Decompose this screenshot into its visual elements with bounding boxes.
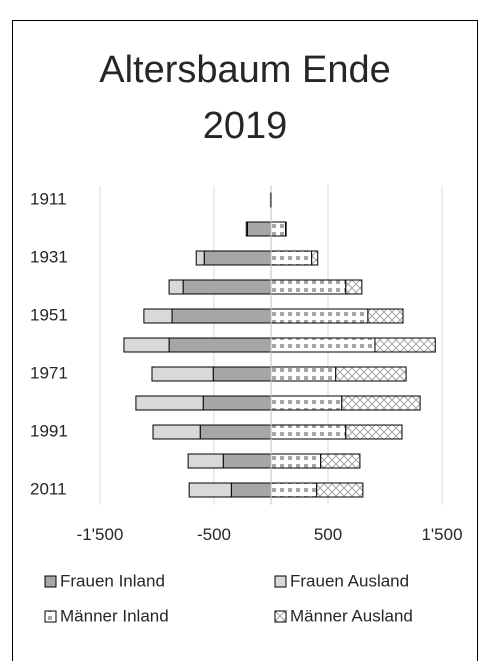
bar [345,279,363,295]
y-tick-label: 1991 [30,421,68,440]
bar [143,308,173,324]
legend-label: Frauen Ausland [290,571,409,590]
x-tick-label: -1'500 [77,525,124,544]
legend-swatch [44,575,57,588]
bar [152,424,201,440]
x-tick-label: -500 [197,525,231,544]
bar [285,221,287,237]
bar [222,453,272,469]
bar [270,250,313,266]
bar [270,308,369,324]
bar [270,395,343,411]
bar [182,279,272,295]
bar [270,424,347,440]
legend-swatch [274,610,287,623]
bar [270,279,347,295]
bar [341,395,421,411]
bar [135,395,204,411]
legend-label: Frauen Inland [60,571,165,590]
bar [171,308,272,324]
bar [188,482,232,498]
bar [367,308,404,324]
chart-border [12,20,478,661]
bar [199,424,272,440]
bar [212,366,272,382]
bar [195,250,205,266]
legend-label: Männer Inland [60,606,169,625]
y-tick-label: 1971 [30,363,68,382]
bar [345,424,403,440]
bar [246,221,272,237]
bar [270,366,337,382]
bar [270,337,376,353]
bar [270,221,287,237]
bar [335,366,407,382]
bar [230,482,272,498]
x-tick-label: 1'500 [421,525,462,544]
bar [270,453,322,469]
y-tick-label: 2011 [30,479,67,498]
bar [374,337,436,353]
chart-title: Altersbaum Ende 2019 [99,49,391,147]
legend-label: Männer Ausland [290,606,413,625]
bar [270,482,318,498]
legend-swatch [274,575,287,588]
legend-swatch [44,610,57,623]
y-tick-label: 1951 [30,305,68,324]
bar [245,221,248,237]
bar [168,279,184,295]
bar [151,366,214,382]
bar [202,395,272,411]
y-tick-label: 1931 [30,247,68,266]
bar [187,453,224,469]
y-tick-label: 1911 [30,189,67,208]
bar [168,337,272,353]
x-tick-label: 500 [314,525,342,544]
bar [203,250,272,266]
bar [311,250,319,266]
bar [320,453,361,469]
bar [316,482,364,498]
bar [123,337,170,353]
